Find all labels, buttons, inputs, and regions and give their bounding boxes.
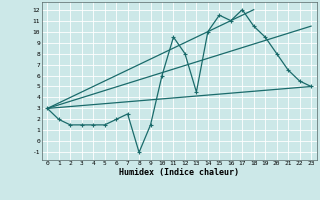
X-axis label: Humidex (Indice chaleur): Humidex (Indice chaleur) (119, 168, 239, 177)
